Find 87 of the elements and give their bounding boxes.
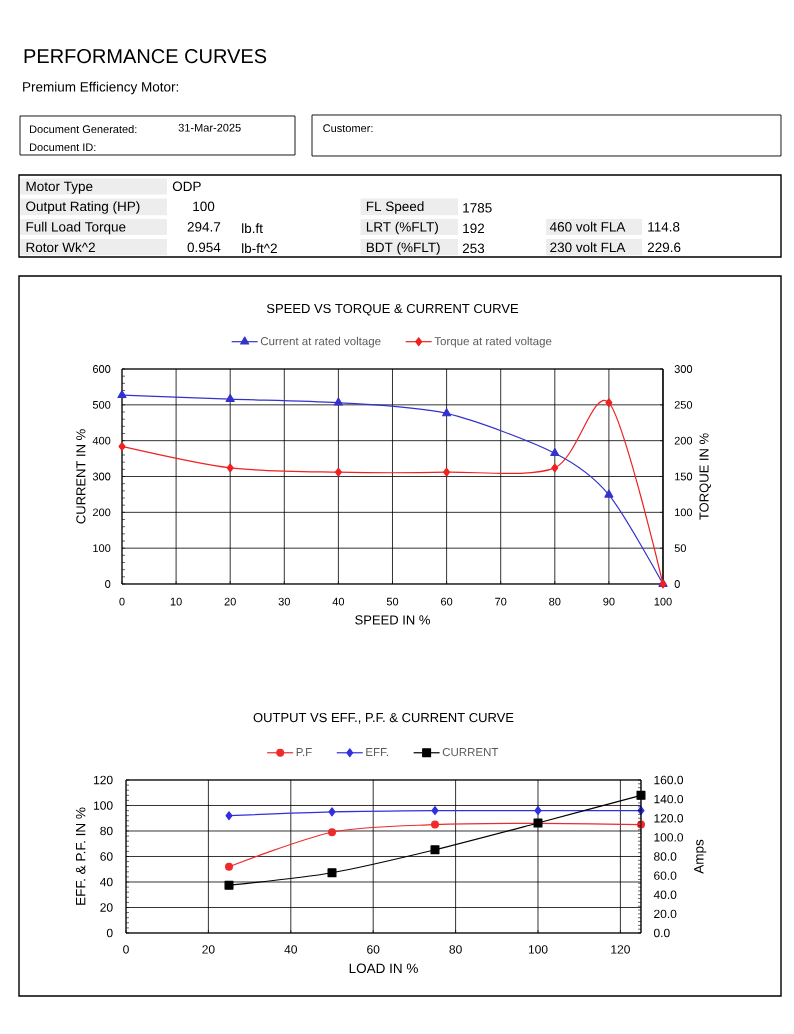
legend-label: EFF.: [366, 748, 388, 756]
text: Document Generated:: [30, 125, 137, 134]
text: 192: [463, 223, 485, 234]
legend-label: Current at rated voltage: [260, 336, 381, 348]
text: Full Load Torque: [26, 221, 126, 235]
y2-tick-label: 140.0: [654, 794, 684, 804]
legend-label: CURRENT: [442, 748, 499, 757]
y-tick-label: 100: [93, 801, 113, 810]
y-tick-label: 120: [93, 775, 113, 785]
y2-tick-label: 0: [674, 580, 680, 588]
y-tick-label: 0: [106, 928, 113, 938]
y2-tick-label: 20.0: [654, 909, 677, 919]
y2-tick-label: 80.0: [654, 852, 677, 861]
x-tick-label: 80: [549, 597, 561, 606]
text: Customer:: [323, 124, 373, 133]
y2-tick-label: 50: [674, 544, 686, 553]
text: Premium Efficiency Motor:: [23, 81, 179, 95]
y-tick-label: 400: [92, 436, 111, 445]
y-axis-title: CURRENT IN %: [76, 429, 86, 524]
y-axis-title: EFF. & P.F. IN %: [75, 807, 86, 905]
chart-title: SPEED VS TORQUE & CURRENT CURVE: [266, 303, 519, 316]
y-tick-label: 200: [92, 508, 111, 517]
text: 229.6: [647, 242, 681, 253]
y2-tick-label: 0.0: [653, 928, 670, 938]
text: Rotor Wk^2: [26, 242, 95, 253]
y2-tick-label: 120.0: [654, 814, 684, 823]
x-tick-label: 100: [654, 597, 672, 606]
text: 460 volt FLA: [549, 221, 626, 232]
text: FL Speed: [366, 201, 424, 214]
text: 1785: [463, 203, 492, 213]
y2-tick-label: 150: [675, 472, 693, 481]
x-tick-label: 30: [278, 597, 290, 606]
y-tick-label: 40: [100, 877, 113, 887]
x-tick-label: 10: [170, 597, 182, 606]
y-tick-label: 100: [93, 544, 111, 553]
text: 31-Mar-2025: [178, 123, 241, 132]
y-tick-label: 600: [93, 365, 111, 373]
text: 294.7: [187, 222, 221, 232]
x-tick-label: 90: [603, 597, 615, 606]
y2-axis-title: Amps: [694, 839, 707, 874]
text: LRT (%FLT): [366, 221, 438, 235]
x-tick-label: 60: [441, 597, 453, 606]
text: 100: [193, 201, 215, 212]
x-tick-label: 50: [386, 597, 399, 606]
text: lb-ft^2: [242, 243, 277, 254]
x-tick-label: 80: [449, 945, 462, 954]
y2-tick-label: 200: [674, 436, 693, 445]
x-tick-label: 40: [332, 597, 345, 606]
text: BDT (%FLT): [366, 242, 440, 255]
x-tick-label: 20: [224, 597, 236, 606]
x-axis-title: SPEED IN %: [355, 615, 430, 625]
x-tick-label: 0: [123, 945, 129, 954]
y2-tick-label: 160.0: [654, 775, 684, 785]
y2-tick-label: 100: [675, 508, 693, 517]
y2-tick-label: 40.0: [653, 890, 677, 899]
text: Motor Type: [26, 181, 93, 194]
y-tick-label: 60: [100, 852, 113, 861]
y-tick-label: 500: [92, 400, 111, 409]
text: PERFORMANCE CURVES: [24, 49, 267, 64]
y-tick-label: 0: [105, 580, 111, 588]
x-tick-label: 100: [528, 945, 548, 954]
legend-label: P.F: [296, 748, 312, 756]
text: 253: [462, 243, 485, 254]
chart-title: OUTPUT VS EFF., P.F. & CURRENT CURVE: [253, 712, 514, 724]
x-tick-label: 60: [367, 945, 380, 954]
x-tick-label: 120: [611, 945, 630, 954]
legend-label: Torque at rated voltage: [434, 336, 552, 348]
text: ODP: [172, 181, 201, 192]
y2-tick-label: 100.0: [654, 833, 684, 842]
text: 230 volt FLA: [550, 242, 626, 253]
x-tick-label: 20: [202, 945, 215, 954]
y2-tick-label: 250: [674, 400, 693, 409]
text: lb.ft: [242, 223, 263, 234]
y-tick-label: 20: [100, 903, 113, 912]
y2-axis-title: TORQUE IN %: [699, 433, 711, 520]
text: Output Rating (HP): [26, 201, 140, 214]
y2-tick-label: 300: [674, 365, 693, 373]
text: 114.8: [648, 222, 680, 232]
text: 0.954: [187, 242, 221, 253]
x-axis-title: LOAD IN %: [349, 963, 418, 974]
x-tick-label: 70: [495, 597, 507, 606]
y2-tick-label: 60.0: [654, 871, 677, 880]
x-tick-label: 0: [119, 597, 125, 606]
y-tick-label: 80: [100, 826, 113, 836]
x-tick-label: 40: [284, 945, 298, 954]
text: Document ID:: [30, 143, 96, 152]
y-tick-label: 300: [92, 472, 111, 481]
